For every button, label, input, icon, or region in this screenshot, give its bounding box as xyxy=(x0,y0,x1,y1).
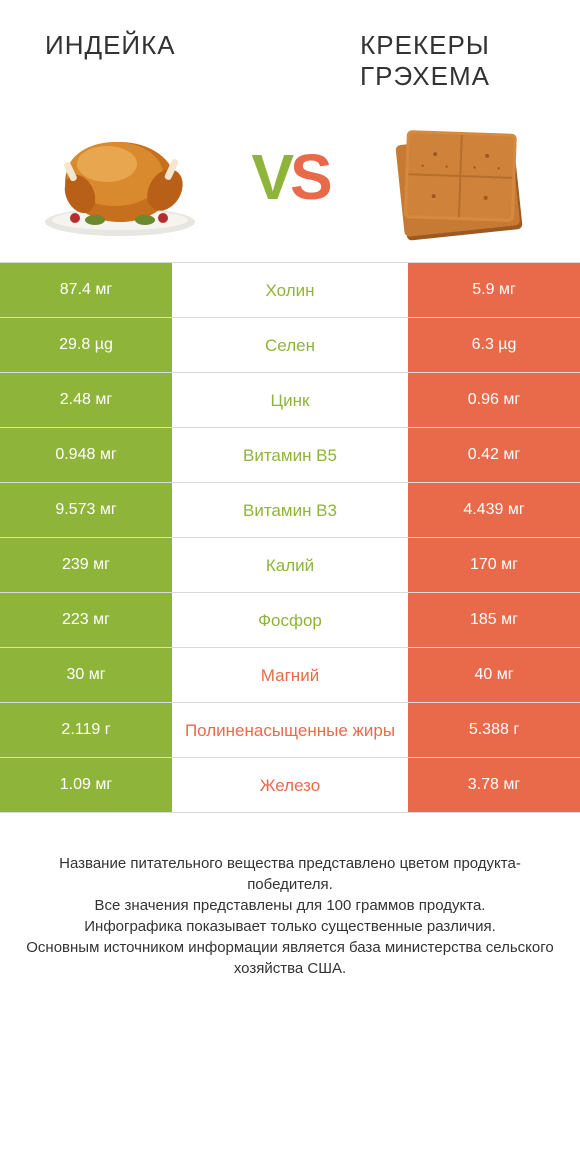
left-value: 0.948 мг xyxy=(0,428,172,482)
nutrient-label: Фосфор xyxy=(172,593,408,647)
left-value: 2.48 мг xyxy=(0,373,172,427)
footer-line: Основным источником информации является … xyxy=(22,937,558,979)
nutrient-label: Цинк xyxy=(172,373,408,427)
right-value: 5.388 г xyxy=(408,703,580,757)
vs-v: V xyxy=(251,140,290,214)
right-value: 6.3 µg xyxy=(408,318,580,372)
right-value: 185 мг xyxy=(408,593,580,647)
table-row: 87.4 мгХолин5.9 мг xyxy=(0,263,580,318)
vs-label: VS xyxy=(251,140,328,214)
right-value: 0.96 мг xyxy=(408,373,580,427)
comparison-table: 87.4 мгХолин5.9 мг29.8 µgСелен6.3 µg2.48… xyxy=(0,263,580,813)
nutrient-label: Калий xyxy=(172,538,408,592)
left-value: 239 мг xyxy=(0,538,172,592)
left-value: 30 мг xyxy=(0,648,172,702)
right-value: 0.42 мг xyxy=(408,428,580,482)
right-value: 5.9 мг xyxy=(408,263,580,317)
right-value: 4.439 мг xyxy=(408,483,580,537)
table-row: 223 мгФосфор185 мг xyxy=(0,593,580,648)
right-value: 40 мг xyxy=(408,648,580,702)
right-product-image xyxy=(375,112,545,242)
left-value: 9.573 мг xyxy=(0,483,172,537)
nutrient-label: Магний xyxy=(172,648,408,702)
table-row: 2.48 мгЦинк0.96 мг xyxy=(0,373,580,428)
footer-line: Инфографика показывает только существенн… xyxy=(22,916,558,937)
footer-line: Все значения представлены для 100 граммо… xyxy=(22,895,558,916)
left-value: 29.8 µg xyxy=(0,318,172,372)
table-row: 239 мгКалий170 мг xyxy=(0,538,580,593)
left-value: 223 мг xyxy=(0,593,172,647)
vs-s: S xyxy=(290,140,329,214)
nutrient-label: Железо xyxy=(172,758,408,812)
left-value: 87.4 мг xyxy=(0,263,172,317)
header: ИНДЕЙКА КРЕКЕРЫ ГРЭХЕМА xyxy=(0,0,580,102)
right-value: 3.78 мг xyxy=(408,758,580,812)
right-product-title: КРЕКЕРЫ ГРЭХЕМА xyxy=(315,30,535,92)
nutrient-label: Селен xyxy=(172,318,408,372)
nutrient-label: Витамин B3 xyxy=(172,483,408,537)
left-value: 2.119 г xyxy=(0,703,172,757)
table-row: 2.119 гПолиненасыщенные жиры5.388 г xyxy=(0,703,580,758)
hero-row: VS xyxy=(0,102,580,263)
nutrient-label: Холин xyxy=(172,263,408,317)
nutrient-label: Полиненасыщенные жиры xyxy=(172,703,408,757)
table-row: 1.09 мгЖелезо3.78 мг xyxy=(0,758,580,813)
table-row: 30 мгМагний40 мг xyxy=(0,648,580,703)
left-product-image xyxy=(35,112,205,242)
footer-line: Название питательного вещества представл… xyxy=(22,853,558,895)
nutrient-label: Витамин B5 xyxy=(172,428,408,482)
left-value: 1.09 мг xyxy=(0,758,172,812)
left-product-title: ИНДЕЙКА xyxy=(45,30,176,61)
table-row: 29.8 µgСелен6.3 µg xyxy=(0,318,580,373)
table-row: 9.573 мгВитамин B34.439 мг xyxy=(0,483,580,538)
footer-notes: Название питательного вещества представл… xyxy=(0,813,580,979)
right-value: 170 мг xyxy=(408,538,580,592)
table-row: 0.948 мгВитамин B50.42 мг xyxy=(0,428,580,483)
